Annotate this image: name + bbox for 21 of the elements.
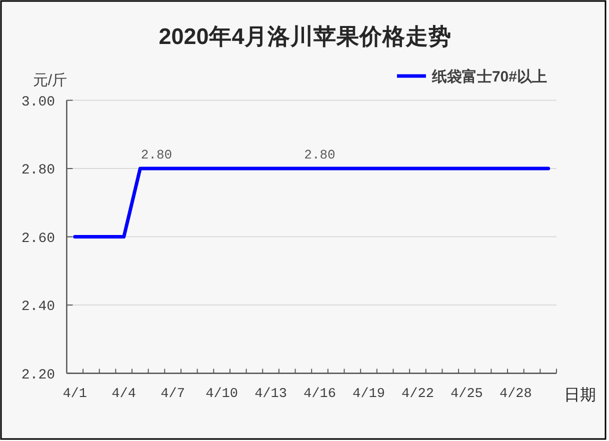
title: 2020年4月洛川苹果价格走势 (158, 24, 452, 49)
y-tick-label: 2.80 (21, 162, 55, 179)
x-tick-label: 4/13 (254, 387, 287, 402)
y-axis-title: 元/斤 (32, 72, 68, 89)
y-tick-label: 2.60 (21, 230, 55, 247)
y-tick-label: 3.00 (21, 94, 55, 110)
x-tick-label: 4/4 (112, 387, 136, 402)
x-tick-label: 4/28 (499, 387, 532, 402)
x-tick-label: 4/1 (62, 387, 88, 402)
data-label: 2.80 (304, 148, 336, 163)
x-axis-title: 日期 (564, 387, 596, 404)
x-tick-label: 4/22 (402, 387, 434, 402)
x-tick-label: 4/25 (450, 387, 483, 402)
y-tick-label: 2.20 (21, 367, 55, 384)
legend-label: 纸袋富士70#以上 (432, 68, 547, 86)
x-tick-label: 4/7 (160, 387, 185, 402)
x-tick-label: 4/19 (352, 387, 385, 402)
x-tick-label: 4/10 (206, 387, 238, 402)
x-tick-label: 4/16 (304, 387, 336, 402)
data-label: 2.80 (140, 148, 172, 163)
y-tick-label: 2.40 (21, 299, 55, 316)
